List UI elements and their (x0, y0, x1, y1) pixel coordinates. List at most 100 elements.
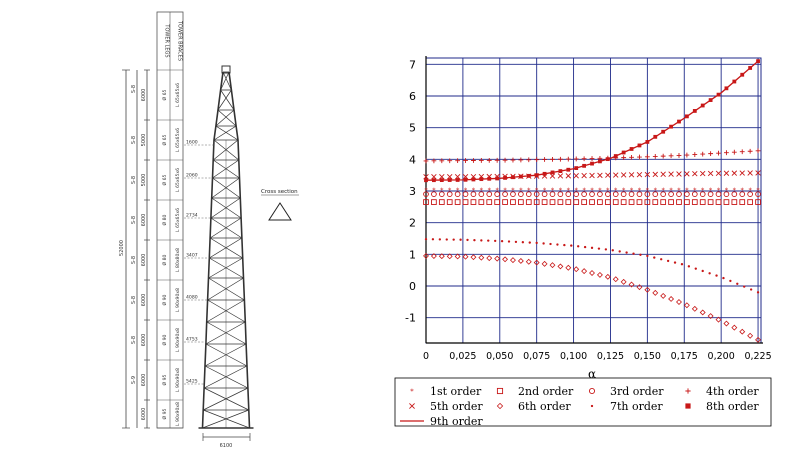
series-point (612, 191, 619, 198)
tower-top-cap (221, 65, 231, 74)
series-point (424, 237, 428, 241)
series-point (644, 154, 650, 160)
bracing-type-label: S-8 (131, 85, 137, 93)
tower-brace (213, 159, 240, 179)
header-tower-legs: TOWER LEGS (164, 23, 170, 57)
series-point: * (748, 187, 752, 195)
series-point (517, 257, 524, 264)
series-point (684, 171, 690, 177)
series-point (676, 171, 682, 177)
series-point (715, 316, 722, 323)
series-point (439, 158, 445, 164)
series-point (494, 255, 501, 262)
series-point: * (424, 187, 428, 195)
series-2 (423, 199, 761, 205)
series-point (755, 148, 761, 154)
series-point (731, 199, 738, 205)
series-point (533, 191, 540, 198)
tower-brace (205, 321, 246, 345)
width-label: 4753 (186, 337, 198, 343)
series-point (739, 191, 746, 198)
series-point: * (606, 187, 610, 195)
series-point (707, 199, 714, 205)
segment-length-label: 5000 (141, 134, 147, 147)
width-label: 5425 (186, 379, 198, 385)
series-point (676, 299, 682, 305)
series-point (680, 263, 684, 266)
series-point (684, 152, 690, 158)
series-point (676, 199, 682, 205)
y-tick-label: 7 (409, 58, 416, 71)
series-point (447, 158, 453, 164)
legend-label: 7th order (610, 400, 663, 413)
series-point (486, 191, 493, 198)
tower-diagram: 52000 S-8 S-8 S-8 S-8 S-8 S-8 S-8 S-9 6000 5000 5… (119, 11, 299, 449)
series-point (549, 191, 556, 198)
series-point: * (709, 187, 713, 195)
series-point (739, 328, 746, 335)
legend-label: 2nd order (518, 385, 574, 398)
series-point (668, 191, 674, 198)
series-point (542, 242, 545, 245)
series-point (565, 173, 572, 179)
series-point: * (654, 187, 658, 195)
series-point (756, 291, 760, 294)
series-point (652, 171, 658, 178)
series-point (423, 191, 429, 198)
series-point (739, 199, 746, 205)
legend-swatch (588, 387, 596, 395)
series-point (694, 267, 697, 270)
series-point (438, 238, 442, 241)
series-point (541, 191, 548, 198)
base-width-label: 6100 (220, 443, 233, 449)
series-point: * (756, 187, 760, 195)
series-point (620, 191, 627, 198)
tower-brace (207, 277, 244, 301)
x-tick-label: 0,175 (671, 351, 698, 362)
series-point (628, 172, 635, 178)
x-tick-label: 0 (423, 351, 429, 362)
series-point (597, 191, 603, 198)
series-point (747, 170, 753, 176)
series-point (632, 252, 635, 255)
series-point (687, 265, 691, 268)
series-point (486, 255, 493, 262)
series-point (637, 154, 642, 160)
series-point (525, 258, 532, 265)
bracing-type-label: S-8 (131, 176, 137, 184)
series-point (577, 245, 580, 248)
series-point: * (495, 187, 499, 195)
series-7 (424, 237, 760, 294)
series-point (590, 246, 594, 250)
series-point (581, 156, 587, 162)
series-point (628, 199, 635, 205)
series-point (462, 199, 469, 205)
series-point (542, 157, 547, 162)
series-point (549, 173, 556, 179)
series-point (581, 172, 587, 179)
series-point (470, 254, 477, 261)
series-point (756, 59, 760, 64)
table-leg-cell: Ø 95 (161, 374, 168, 385)
series-point (454, 199, 461, 205)
series-point: * (669, 187, 673, 195)
tower-brace (220, 89, 235, 111)
series-point (452, 238, 455, 241)
series-point (723, 320, 730, 327)
series-point (502, 199, 508, 205)
tower-brace (203, 365, 248, 389)
series-point (565, 199, 572, 205)
width-label: 4080 (186, 295, 198, 301)
series-point (494, 157, 500, 163)
series-point (636, 171, 643, 178)
series-point (691, 305, 698, 312)
series-point (438, 191, 445, 198)
series-point (715, 191, 722, 198)
tower-brace (209, 257, 244, 279)
series-point (478, 191, 485, 198)
series-point (684, 191, 690, 198)
series-point (573, 173, 579, 179)
width-label: 3407 (186, 253, 198, 259)
legend-swatch (409, 403, 415, 409)
series-line (425, 60, 759, 181)
